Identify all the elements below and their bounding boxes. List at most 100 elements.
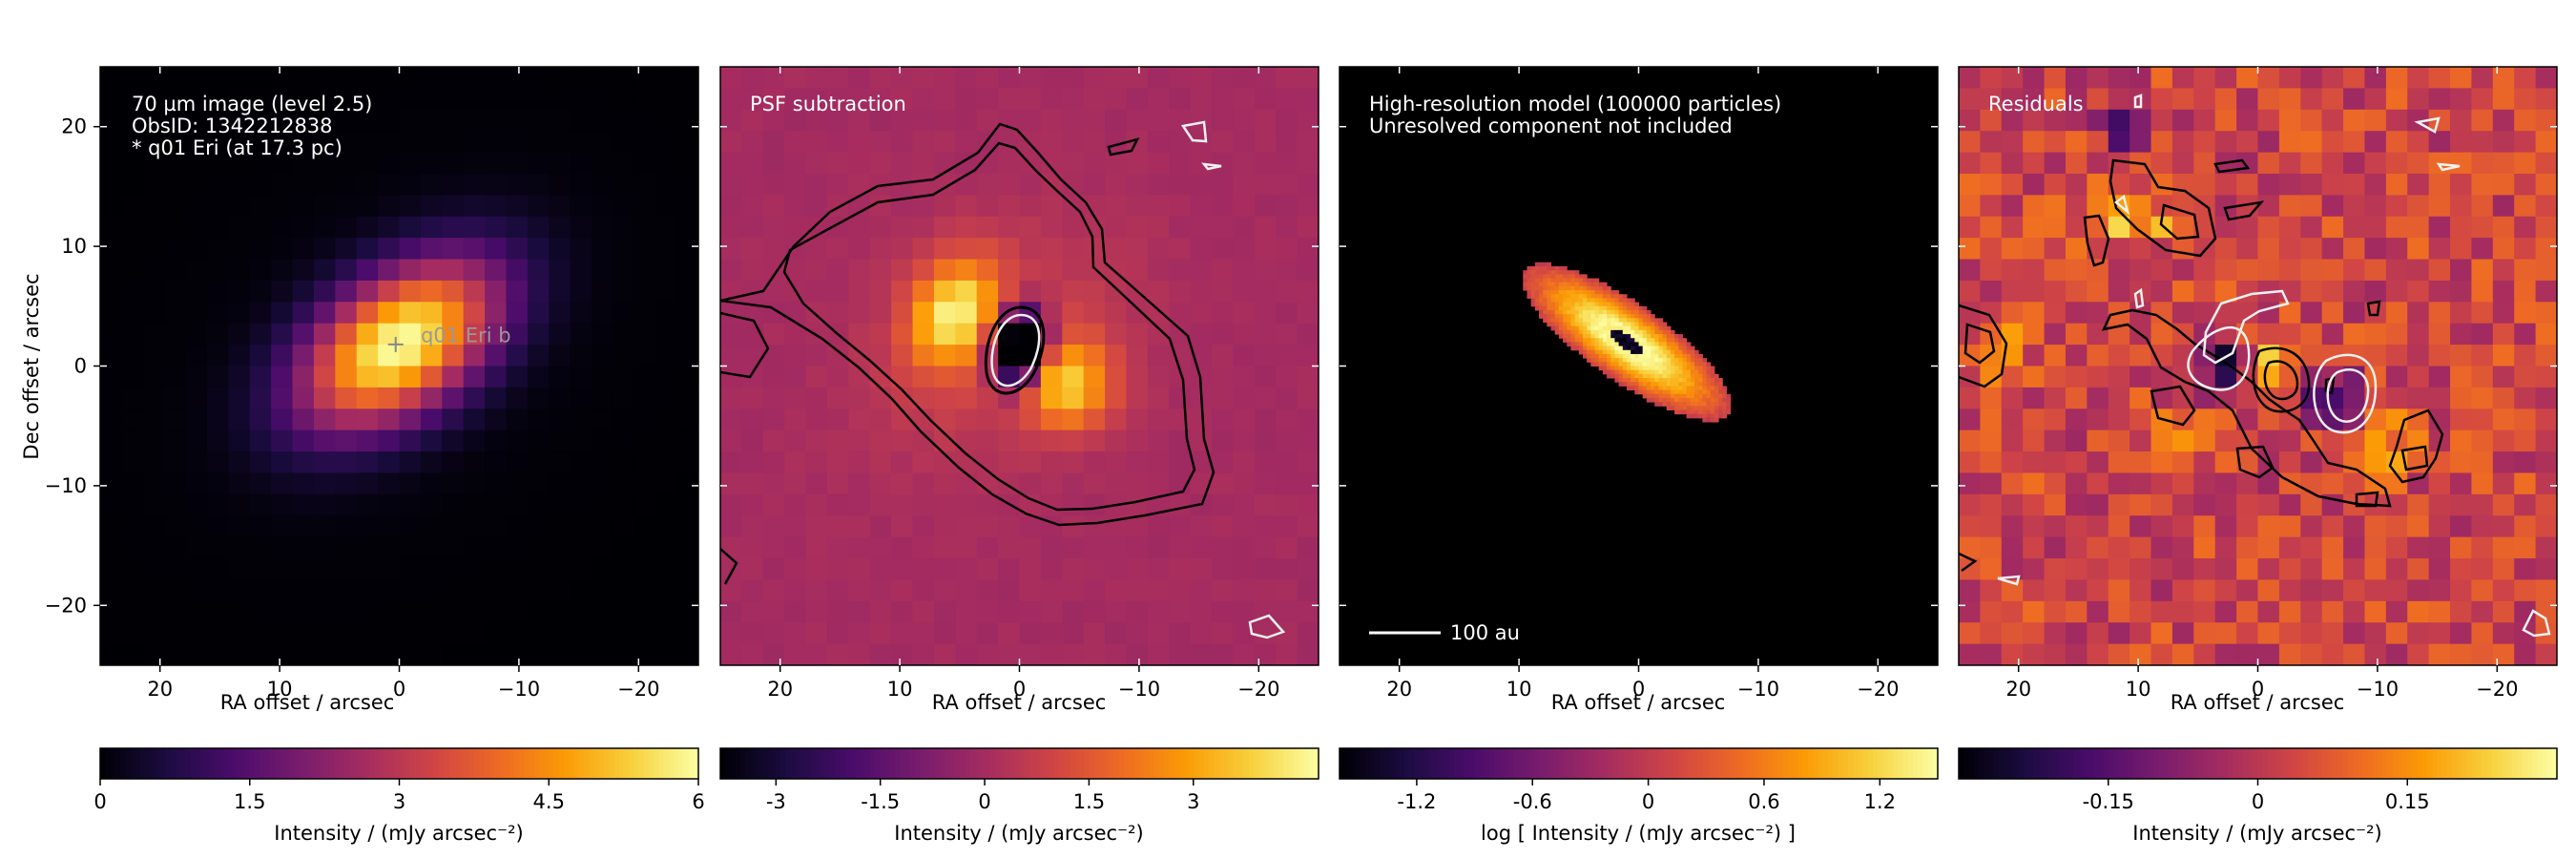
colorbar-segment — [2342, 748, 2349, 779]
colorbar-segment — [209, 748, 216, 779]
heatmap-cell — [2492, 109, 2515, 132]
heatmap-cell — [1276, 216, 1298, 239]
heatmap-cell — [313, 345, 336, 367]
heatmap-cell — [1105, 558, 1128, 581]
model-disk-cell — [1547, 309, 1552, 315]
heatmap-cell — [784, 409, 807, 431]
model-disk-cell — [1714, 417, 1719, 423]
colorbar-segment — [1423, 748, 1430, 779]
heatmap-cell — [784, 558, 807, 581]
heatmap-cell — [549, 643, 571, 665]
model-disk-cell — [1631, 322, 1635, 327]
heatmap-cell — [2087, 109, 2109, 132]
colorbar-segment — [1504, 748, 1510, 779]
colorbar-segment — [1399, 748, 1405, 779]
heatmap-cell — [2278, 558, 2301, 581]
model-disk-cell — [1638, 329, 1644, 335]
model-disk-cell — [1642, 334, 1648, 339]
heatmap-cell — [313, 643, 336, 665]
heatmap-cell — [570, 109, 592, 132]
model-disk-cell — [1666, 338, 1672, 343]
model-disk-cell — [1698, 413, 1703, 419]
contour-right-lobe — [2388, 409, 2444, 484]
model-disk-cell — [1651, 382, 1655, 387]
heatmap-cell — [206, 409, 229, 431]
heatmap-cell — [891, 472, 914, 495]
model-disk-cell — [1706, 382, 1712, 387]
heatmap-cell — [955, 302, 978, 325]
heatmap-cell — [1233, 88, 1256, 111]
heatmap-cell — [1212, 195, 1235, 218]
model-disk-cell — [1702, 389, 1708, 395]
model-disk-cell — [1622, 329, 1628, 335]
heatmap-cell — [206, 259, 229, 282]
colorbar-segment — [864, 748, 871, 779]
heatmap-cell — [1276, 387, 1298, 409]
heatmap-cell — [1297, 67, 1319, 89]
heatmap-cell — [2065, 493, 2088, 516]
heatmap-cell — [933, 259, 956, 282]
model-disk-cell — [1618, 366, 1624, 371]
heatmap-cell — [420, 451, 443, 474]
heatmap-cell — [442, 131, 465, 154]
heatmap-cell — [2278, 67, 2301, 89]
model-disk-cell — [1594, 298, 1600, 304]
heatmap-cell — [2087, 472, 2109, 495]
heatmap-cell — [2492, 622, 2515, 645]
colorbar-segment — [2143, 748, 2150, 779]
heatmap-cell — [1083, 430, 1106, 452]
colorbar-segment — [2197, 748, 2204, 779]
heatmap-cell — [1147, 302, 1170, 325]
heatmap-cell — [356, 109, 379, 132]
heatmap-cell — [335, 152, 358, 175]
model-disk-cell — [1570, 298, 1576, 304]
heatmap-cell — [2492, 238, 2515, 261]
heatmap-cell — [1254, 558, 1277, 581]
heatmap-cell — [399, 472, 422, 495]
model-disk-cell — [1578, 294, 1584, 299]
heatmap-cell — [2535, 558, 2557, 581]
heatmap-cell — [762, 280, 785, 303]
heatmap-cell — [1019, 280, 1042, 303]
heatmap-cell — [2321, 430, 2344, 452]
heatmap-cell — [955, 430, 978, 452]
colorbar-segment — [1613, 748, 1620, 779]
model-disk-cell — [1618, 358, 1624, 363]
heatmap-cell — [676, 515, 698, 538]
colorbar-segment — [835, 748, 841, 779]
colorbar-segment — [1298, 748, 1304, 779]
heatmap-cell — [485, 323, 508, 346]
heatmap-cell — [2471, 280, 2494, 303]
model-disk-cell — [1646, 393, 1652, 399]
heatmap-cell — [570, 600, 592, 623]
model-disk-cell — [1622, 294, 1628, 299]
colorbar-segment — [563, 748, 570, 779]
heatmap-cell — [100, 345, 122, 367]
heatmap-cell — [955, 131, 978, 154]
heatmap-cell — [2450, 131, 2473, 154]
model-disk-cell — [1694, 349, 1699, 355]
heatmap-cell — [2428, 366, 2451, 388]
heatmap-cell — [2385, 280, 2408, 303]
heatmap-cell — [2193, 430, 2216, 452]
colorbar-segment — [2138, 748, 2144, 779]
colorbar-segment — [2472, 748, 2478, 779]
heatmap-cell — [1254, 152, 1277, 175]
heatmap-cell — [826, 472, 849, 495]
heatmap-cell — [1105, 600, 1128, 623]
heatmap-cell — [100, 451, 122, 474]
heatmap-cell — [206, 579, 229, 602]
x-tick-label: 20 — [147, 678, 173, 701]
colorbar-segment — [2312, 748, 2318, 779]
heatmap-cell — [356, 451, 379, 474]
heatmap-cell — [1147, 430, 1170, 452]
heatmap-cell — [1233, 216, 1256, 239]
heatmap-cell — [292, 493, 315, 516]
model-disk-cell — [1614, 373, 1620, 379]
heatmap-cell — [442, 622, 465, 645]
heatmap-cell — [826, 493, 849, 516]
heatmap-cell — [912, 109, 935, 132]
heatmap-cell — [676, 152, 698, 175]
heatmap-cell — [1190, 451, 1213, 474]
colorbar-segment — [2542, 748, 2548, 779]
